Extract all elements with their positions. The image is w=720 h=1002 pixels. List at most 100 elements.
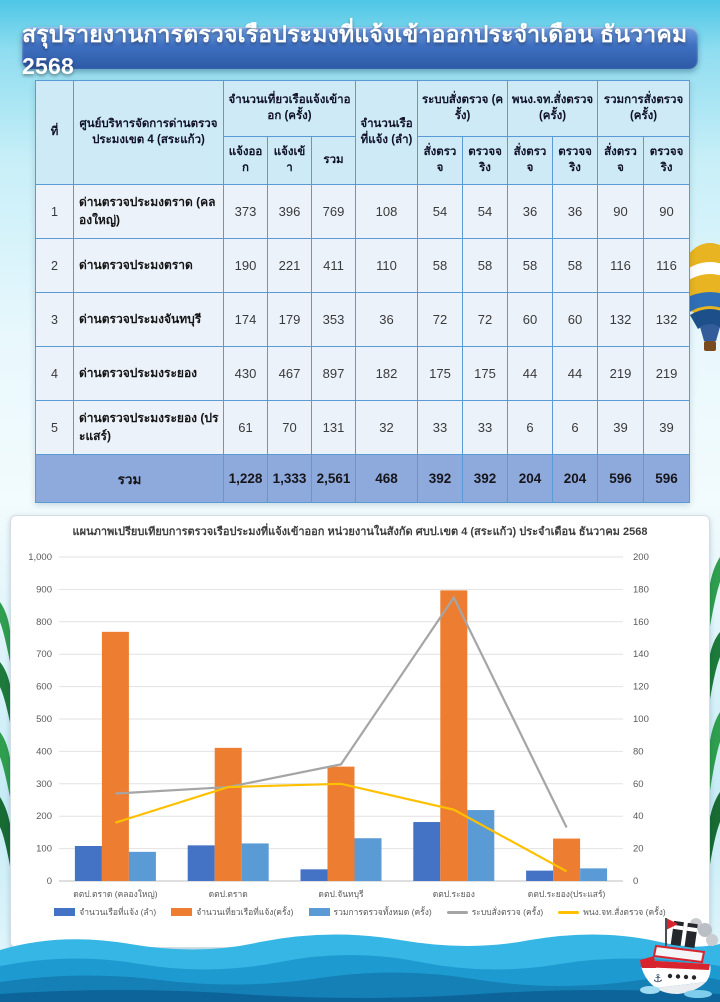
right-axis-tick: 200 xyxy=(633,552,649,563)
legend-label: รวมการตรวจทั้งหมด (ครั้ง) xyxy=(333,907,432,918)
table-row: 4 ด่านตรวจประมงระยอง 430 467 897 182 175 175 44 4… xyxy=(35,346,691,401)
total-cell: 596 xyxy=(643,454,691,503)
port-name: ด่านตรวจประมงระยอง xyxy=(73,346,224,401)
legend-item: พนง.จท.สั่งตรวจ (ครั้ง) xyxy=(558,905,666,919)
table-cell: 110 xyxy=(355,238,419,293)
legend-bar-swatch xyxy=(308,908,330,917)
col-header-trips-group: จำนวนเที่ยวเรือแจ้งเข้าออก (ครั้ง) xyxy=(222,80,357,137)
combo-chart: 0 100 200 300 400 500 600 700 800 900 1,000 0 20 40 60… xyxy=(28,552,649,900)
right-axis-tick: 180 xyxy=(633,585,649,596)
table-cell: 44 xyxy=(552,346,599,401)
table-cell: 72 xyxy=(462,292,509,347)
bar xyxy=(300,869,328,882)
table-cell: 182 xyxy=(355,346,419,401)
port-name: ด่านตรวจประมงระยอง (ประแสร์) xyxy=(73,400,224,455)
col-header-center: ศูนย์บริหารจัดการด่านตรวจประมงเขต 4 (สระ… xyxy=(73,80,224,185)
bar xyxy=(187,845,215,882)
table-cell: 174 xyxy=(223,292,268,347)
table-cell: 373 xyxy=(223,184,268,239)
x-axis-label: ดตป.ตราด (คลองใหญ่) xyxy=(73,889,158,899)
port-name: ด่านตรวจประมงตราด (คลองใหญ่) xyxy=(73,184,224,239)
table-cell: 132 xyxy=(597,292,645,347)
table-cell: 58 xyxy=(552,238,599,293)
table-cell: 36 xyxy=(552,184,599,239)
total-cell: 1,333 xyxy=(267,454,312,503)
right-axis-tick: 60 xyxy=(633,779,644,790)
table-cell: 60 xyxy=(507,292,554,347)
table-cell: 467 xyxy=(267,346,312,401)
anchor-icon: ⚓ xyxy=(653,973,663,985)
table-cell: 221 xyxy=(267,238,312,293)
total-cell: 204 xyxy=(552,454,599,503)
col-header-officer-group: พนง.จท.สั่งตรวจ (ครั้ง) xyxy=(507,80,599,137)
right-axis-tick: 80 xyxy=(633,747,644,758)
table-cell: 70 xyxy=(267,400,312,455)
table-cell: 132 xyxy=(643,292,691,347)
col-header-vessels: จำนวนเรือที่แจ้ง (ลำ) xyxy=(355,80,419,185)
legend-label: จำนวนเที่ยวเรือที่แจ้ง(ครั้ง) xyxy=(196,907,294,918)
bar xyxy=(467,810,495,882)
table-cell: 219 xyxy=(643,346,691,401)
table-cell: 72 xyxy=(417,292,464,347)
table-cell: 6 xyxy=(552,400,599,455)
right-axis-tick: 120 xyxy=(633,682,649,693)
table-cell: 396 xyxy=(267,184,312,239)
table-cell: 33 xyxy=(417,400,464,455)
legend-item: จำนวนเรือที่แจ้ง (ลำ) xyxy=(54,905,156,919)
table-cell: 897 xyxy=(310,346,357,401)
legend-item: จำนวนเที่ยวเรือที่แจ้ง(ครั้ง) xyxy=(171,905,294,919)
col-header-no: ที่ xyxy=(35,80,74,185)
left-axis-tick: 700 xyxy=(36,649,52,660)
left-axis-tick: 300 xyxy=(36,779,52,790)
subheader-actual-1: ตรวจจริง xyxy=(462,136,509,185)
table-cell: 61 xyxy=(223,400,268,455)
total-cell: 596 xyxy=(597,454,645,503)
table-cell: 108 xyxy=(355,184,419,239)
total-cell: 2,561 xyxy=(310,454,357,503)
subheader-ordered-2: สั่งตรวจ xyxy=(507,136,554,185)
line-series xyxy=(115,595,568,829)
left-axis-tick: 1,000 xyxy=(28,552,52,563)
table-cell: 90 xyxy=(597,184,645,239)
row-number: 1 xyxy=(35,184,74,239)
x-axis-label: ดตป.ระยอง xyxy=(433,889,475,899)
left-axis-tick: 0 xyxy=(47,876,52,887)
table-row: 3 ด่านตรวจประมงจันทบุรี 174 179 353 36 72 72 60 6… xyxy=(35,292,691,347)
table-cell: 33 xyxy=(462,400,509,455)
right-axis-tick: 100 xyxy=(633,714,649,725)
table-cell: 36 xyxy=(355,292,419,347)
chart-legend: จำนวนเรือที่แจ้ง (ลำ) จำนวนเที่ยวเรือที่แ… xyxy=(11,905,709,919)
left-axis-tick: 600 xyxy=(36,682,52,693)
row-number: 2 xyxy=(35,238,74,293)
table-cell: 353 xyxy=(310,292,357,347)
total-cell: 392 xyxy=(417,454,464,503)
left-axis-tick: 200 xyxy=(36,811,52,822)
legend-label: จำนวนเรือที่แจ้ง (ลำ) xyxy=(79,907,157,918)
bar xyxy=(214,748,242,882)
table-row: 2 ด่านตรวจประมงตราด 190 221 411 110 58 58 58 58 11… xyxy=(35,238,691,293)
table-cell: 54 xyxy=(462,184,509,239)
total-cell: 204 xyxy=(507,454,554,503)
x-axis-label: ดตป.จันทบุรี xyxy=(318,889,364,900)
chart-panel: แผนภาพเปรียบเทียบการตรวจเรือประมงที่แจ้ง… xyxy=(10,515,710,948)
table-cell: 32 xyxy=(355,400,419,455)
port-name: ด่านตรวจประมงจันทบุรี xyxy=(73,292,224,347)
bar xyxy=(241,843,269,882)
left-axis-tick: 100 xyxy=(36,844,52,855)
table-cell: 36 xyxy=(507,184,554,239)
table-cell: 131 xyxy=(310,400,357,455)
total-cell: 1,228 xyxy=(223,454,268,503)
legend-line-swatch xyxy=(558,911,580,914)
subheader-actual-2: ตรวจจริง xyxy=(552,136,599,185)
left-axis-tick: 900 xyxy=(36,585,52,596)
table-cell: 60 xyxy=(552,292,599,347)
table-cell: 58 xyxy=(507,238,554,293)
row-number: 3 xyxy=(35,292,74,347)
table-cell: 411 xyxy=(310,238,357,293)
total-label: รวม xyxy=(35,454,224,503)
x-axis-label: ดตป.ตราด xyxy=(209,889,248,899)
left-axis-tick: 800 xyxy=(36,617,52,628)
col-header-system-group: ระบบสั่งตรวจ (ครั้ง) xyxy=(417,80,509,137)
legend-label: พนง.จท.สั่งตรวจ (ครั้ง) xyxy=(583,907,666,918)
left-axis-tick: 500 xyxy=(36,714,52,725)
